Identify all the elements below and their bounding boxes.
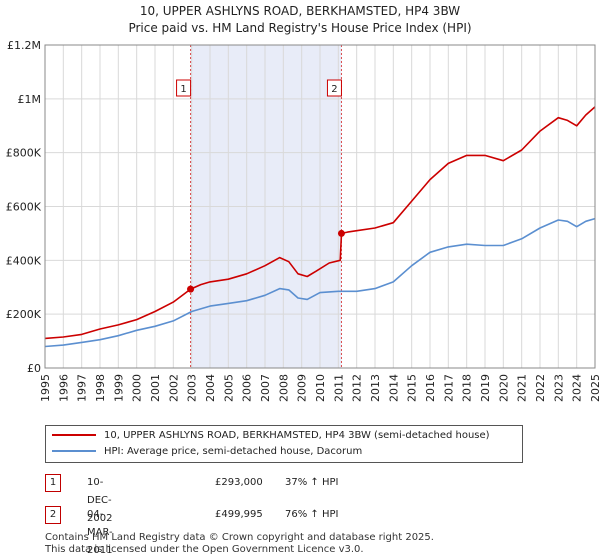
price-chart: £0 £200K £400K £600K £800K £1M £1.2M 1995 1996 19… xyxy=(6,39,600,402)
x-tick-label: 2010 xyxy=(314,374,327,402)
x-tick-label: 2003 xyxy=(186,374,199,402)
x-tick-label: 1997 xyxy=(76,374,89,402)
sale-1-label: 1 xyxy=(180,84,186,95)
legend-hpi: HPI: Average price, semi-detached house,… xyxy=(52,444,362,460)
x-tick-label: 2000 xyxy=(131,374,144,402)
legend-property-label: 10, UPPER ASHLYNS ROAD, BERKHAMSTED, HP4… xyxy=(104,430,490,441)
x-tick-label: 1995 xyxy=(39,374,52,402)
legend-hpi-line xyxy=(52,450,96,452)
x-tick-label: 2009 xyxy=(296,374,309,402)
x-tick-label: 2018 xyxy=(461,374,474,402)
x-tick-label: 2013 xyxy=(369,374,382,402)
footer-copyright: Contains HM Land Registry data © Crown c… xyxy=(45,532,434,543)
y-tick-label: £0 xyxy=(27,362,41,375)
x-tick-label: 2007 xyxy=(259,374,272,402)
x-tick-label: 2011 xyxy=(332,374,345,402)
x-tick-label: 2008 xyxy=(277,374,290,402)
sale-2-point xyxy=(337,229,345,237)
x-tick-label: 2019 xyxy=(479,374,492,402)
annotation-hpi-1: 37% ↑ HPI xyxy=(285,477,339,488)
legend-property-line xyxy=(52,434,96,436)
x-tick-label: 2021 xyxy=(516,374,529,402)
y-tick-label: £200K xyxy=(6,308,42,321)
sale-1-point xyxy=(187,285,195,293)
hpi-line xyxy=(44,217,596,348)
x-tick-label: 2016 xyxy=(424,374,437,402)
x-tick-label: 2025 xyxy=(589,374,600,402)
legend-hpi-label: HPI: Average price, semi-detached house,… xyxy=(104,446,363,457)
sale-1-box xyxy=(176,79,192,97)
x-tick-label: 1998 xyxy=(94,374,107,402)
plot-border xyxy=(44,44,596,369)
y-tick-label: £1M xyxy=(18,93,42,106)
x-tick-label: 2017 xyxy=(442,374,455,402)
y-tick-label: £800K xyxy=(6,147,42,160)
annotation-date-2: 04-MAR-2011 xyxy=(87,509,113,556)
x-tick-label: 2020 xyxy=(497,374,510,402)
annotation-price-2: £499,995 xyxy=(215,509,263,520)
chart-title: 10, UPPER ASHLYNS ROAD, BERKHAMSTED, HP4… xyxy=(139,4,461,18)
x-tick-label: 2024 xyxy=(571,374,584,402)
annotation-hpi-2: 76% ↑ HPI xyxy=(285,509,339,520)
legend: 10, UPPER ASHLYNS ROAD, BERKHAMSTED, HP4… xyxy=(45,425,523,463)
sale-2-label: 2 xyxy=(331,84,337,95)
x-tick-label: 2001 xyxy=(149,374,162,402)
annotation-price-1: £293,000 xyxy=(215,477,263,488)
x-tick-label: 2004 xyxy=(204,374,217,402)
legend-property: 10, UPPER ASHLYNS ROAD, BERKHAMSTED, HP4… xyxy=(52,428,490,444)
x-tick-label: 1999 xyxy=(112,374,125,402)
annotation-marker-2: 2 xyxy=(45,506,61,524)
y-tick-label: £1.2M xyxy=(7,39,41,52)
property-price-line xyxy=(44,106,596,340)
x-tick-label: 2022 xyxy=(534,374,547,402)
x-tick-label: 2006 xyxy=(241,374,254,402)
footer-licence: This data is licensed under the Open Gov… xyxy=(45,544,364,555)
x-tick-label: 2015 xyxy=(406,374,419,402)
x-tick-label: 2005 xyxy=(222,374,235,402)
sale-2-box xyxy=(326,79,342,97)
annotation-date-1: 10-DEC-2002 xyxy=(87,477,113,524)
y-tick-label: £400K xyxy=(6,254,42,267)
annotation-marker-1: 1 xyxy=(45,474,61,492)
x-tick-label: 2023 xyxy=(552,374,565,402)
x-tick-label: 2014 xyxy=(387,374,400,402)
x-tick-label: 1996 xyxy=(57,374,70,402)
chart-subtitle: Price paid vs. HM Land Registry's House … xyxy=(128,21,472,35)
x-tick-label: 2002 xyxy=(167,374,180,402)
y-tick-label: £600K xyxy=(6,201,42,214)
x-tick-label: 2012 xyxy=(351,374,364,402)
